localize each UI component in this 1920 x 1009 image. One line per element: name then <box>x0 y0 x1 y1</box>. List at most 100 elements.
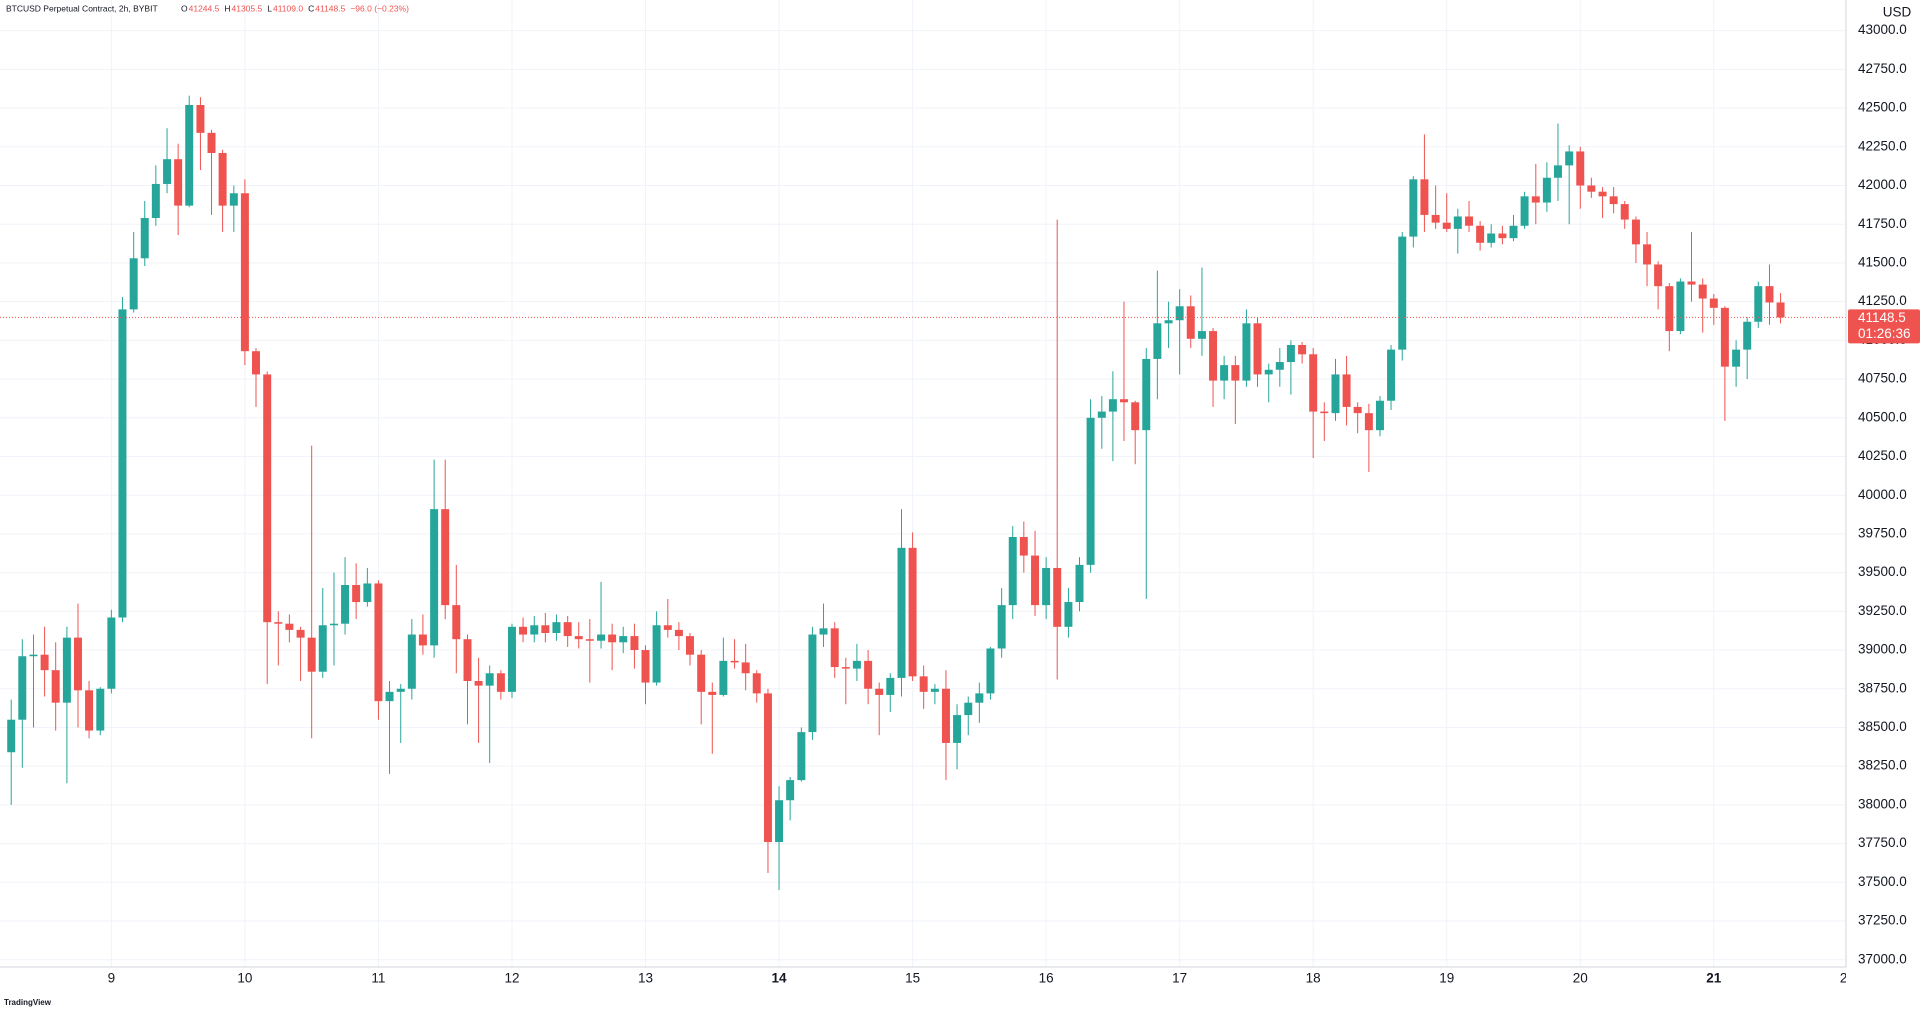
candle-body <box>1743 321 1752 350</box>
candle-body <box>29 654 38 657</box>
candle-body <box>151 183 160 219</box>
candle-body <box>1075 564 1084 603</box>
candle-body <box>263 374 272 623</box>
y-tick-label: 40000.0 <box>1858 487 1907 502</box>
y-tick-label: 39000.0 <box>1858 642 1907 657</box>
currency-label: USD <box>1883 5 1912 20</box>
candle-body <box>1309 354 1318 412</box>
legend-key: H <box>224 3 230 13</box>
candle-body <box>541 625 550 634</box>
x-tick-label: 14 <box>772 971 788 986</box>
candle-body <box>1398 236 1407 350</box>
candle-body <box>1453 216 1462 229</box>
x-tick-label: 17 <box>1172 971 1187 986</box>
candle-body <box>1542 177 1551 203</box>
candle-body <box>1142 358 1151 431</box>
candle-body <box>852 660 861 669</box>
candle-body <box>1498 233 1507 239</box>
candle-body <box>1665 286 1674 332</box>
candle-body <box>1732 349 1741 367</box>
candle-body <box>1053 567 1062 627</box>
candle-body <box>1754 286 1763 322</box>
candle-body <box>85 690 94 731</box>
y-tick-label: 41250.0 <box>1858 293 1907 308</box>
candle-body <box>163 159 172 184</box>
y-tick-label: 43000.0 <box>1858 22 1907 37</box>
candle-body <box>1097 411 1106 418</box>
candle-body <box>285 623 294 630</box>
candle-body <box>507 626 516 692</box>
x-tick-label: 13 <box>638 971 653 986</box>
candle-body <box>1164 320 1173 324</box>
candle-body <box>775 800 784 843</box>
candle-body <box>941 688 950 743</box>
candle-body <box>1375 400 1384 431</box>
candles <box>7 95 1785 891</box>
candle-body <box>1631 219 1640 245</box>
candle-body <box>830 628 839 668</box>
candle-body <box>1643 244 1652 265</box>
candle-body <box>1298 344 1307 355</box>
candle-body <box>374 583 383 702</box>
candle-body <box>808 634 817 733</box>
x-tick-label: 12 <box>504 971 519 986</box>
candle-body <box>18 656 27 720</box>
candle-body <box>207 132 216 153</box>
candle-body <box>1264 369 1273 375</box>
candle-body <box>1031 555 1040 606</box>
x-tick-label: 20 <box>1573 971 1588 986</box>
candle-body <box>485 673 494 686</box>
candle-body <box>463 639 472 682</box>
candle-body <box>396 688 405 692</box>
candle-body <box>441 509 450 606</box>
y-tick-label: 39500.0 <box>1858 564 1907 579</box>
candle-body <box>1153 323 1162 359</box>
candle-body <box>608 634 617 643</box>
candle-body <box>1286 344 1295 363</box>
candle-body <box>1364 413 1373 431</box>
y-tick-label: 39750.0 <box>1858 525 1907 540</box>
candle-body <box>652 625 661 683</box>
candle-body <box>1387 349 1396 401</box>
candle-body <box>129 258 138 310</box>
candle-body <box>307 637 316 672</box>
candle-body <box>897 547 906 678</box>
legend: BTCUSD Perpetual Contract, 2h, BYBIT O 41… <box>6 3 409 13</box>
price-axis-panel <box>1846 0 1920 1009</box>
candle-body <box>1042 567 1051 606</box>
candle-body <box>1275 362 1284 370</box>
candle-body <box>1509 225 1518 239</box>
candle-body <box>841 667 850 669</box>
y-tick-label: 42500.0 <box>1858 100 1907 115</box>
legend-key: L <box>267 3 272 13</box>
candle-body <box>352 585 361 603</box>
candle-body <box>1531 196 1540 203</box>
candle-body <box>875 688 884 695</box>
candle-body <box>1553 165 1562 178</box>
candle-body <box>474 681 483 686</box>
candle-body <box>218 152 227 206</box>
x-tick-label: 19 <box>1439 971 1454 986</box>
watermark: TradingView <box>4 998 52 1007</box>
candle-body <box>1008 536 1017 606</box>
y-tick-label: 42000.0 <box>1858 177 1907 192</box>
candle-body <box>563 622 572 637</box>
candle-body <box>96 688 105 731</box>
candle-body <box>274 622 283 624</box>
candle-body <box>118 309 127 618</box>
candle-body <box>1431 214 1440 223</box>
candle-body <box>685 636 694 655</box>
y-tick-label: 42750.0 <box>1858 61 1907 76</box>
legend-value: 41109.0 <box>273 3 303 13</box>
candle-body <box>1064 602 1073 627</box>
candle-body <box>1220 365 1229 381</box>
legend-key: C <box>308 3 314 13</box>
legend-change: −96.0 (−0.23%) <box>350 3 409 13</box>
candle-body <box>752 673 761 694</box>
legend-value: 41148.5 <box>315 3 345 13</box>
legend-value: 41244.5 <box>189 3 220 13</box>
candle-body <box>630 636 639 651</box>
candle-body <box>1331 374 1340 414</box>
